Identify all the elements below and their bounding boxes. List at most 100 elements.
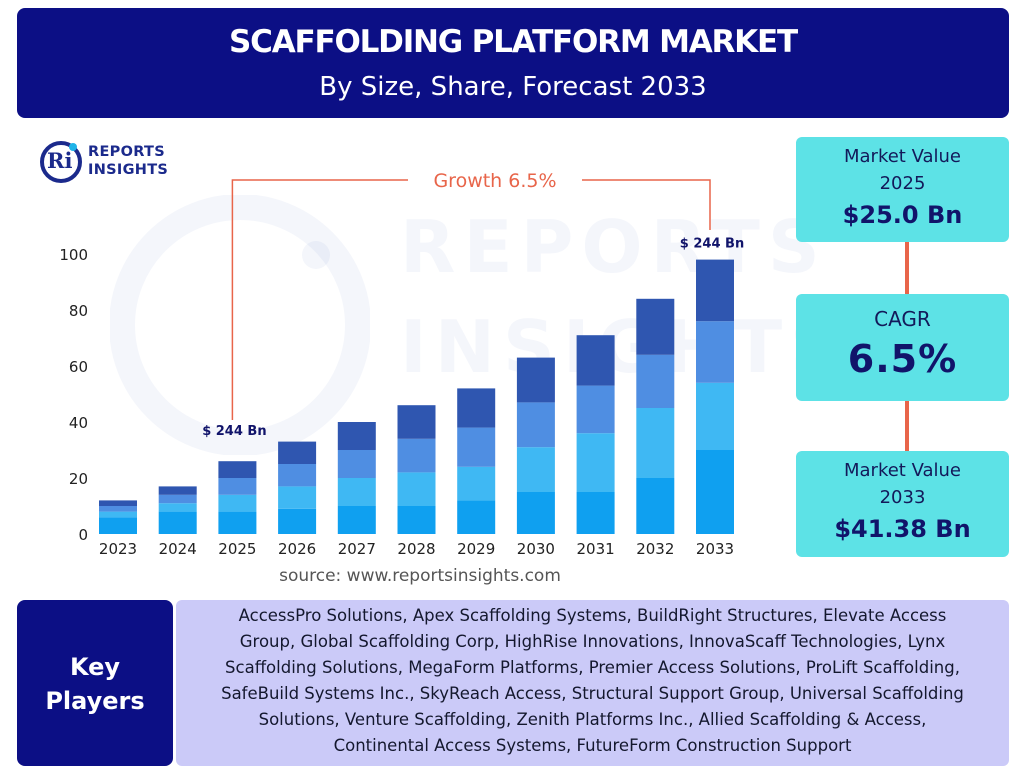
bar-segment (218, 494, 257, 512)
bar-segment (337, 422, 376, 450)
bar-segment (278, 441, 317, 464)
bar-segment (636, 408, 675, 478)
logo-text-line2: INSIGHTS (88, 162, 169, 178)
x-tick-label: 2030 (517, 540, 555, 558)
y-tick-label: 20 (69, 470, 88, 488)
kpi-connector-top (905, 242, 909, 294)
bar-segment (397, 405, 436, 439)
y-tick-label: 40 (69, 414, 88, 432)
brand-logo: Ri REPORTS INSIGHTS (38, 138, 178, 186)
x-tick-label: 2032 (636, 540, 674, 558)
key-players-line: SafeBuild Systems Inc., SkyReach Access,… (221, 684, 964, 703)
key-players-label-line1: Key (69, 653, 121, 681)
bar-segment (516, 357, 555, 403)
bracket-line-right (582, 179, 711, 230)
bar-segment (158, 486, 197, 495)
bar-segment (636, 298, 675, 355)
x-tick-label: 2027 (338, 540, 376, 558)
bar-segment (337, 478, 376, 506)
bracket-line-left (231, 179, 408, 420)
bar-segment (696, 321, 734, 383)
key-players-label: Key Players (17, 600, 173, 766)
value-annotation: $ 244 Bn (202, 424, 266, 439)
bar-segment (397, 506, 436, 534)
kpi-cagr-value: 6.5% (847, 337, 958, 381)
bar-segment (99, 506, 137, 512)
value-annotation: $ 244 Bn (680, 237, 744, 252)
bar-segment (576, 335, 615, 386)
bar-segment (576, 492, 615, 534)
bar-segment (278, 486, 317, 509)
bar-segment (457, 500, 496, 534)
bar-segment (457, 466, 496, 501)
kpi-cagr-label: CAGR (874, 307, 931, 331)
header-banner: SCAFFOLDING PLATFORM MARKET By Size, Sha… (17, 8, 1009, 118)
logo-text-line1: REPORTS (88, 144, 165, 160)
kpi-cagr: CAGR 6.5% (796, 294, 1009, 401)
bar-segment (278, 464, 317, 487)
bar-segment (457, 388, 496, 428)
bar-segment (397, 472, 436, 506)
watermark-logo-icon (110, 195, 370, 455)
key-players-line: Continental Access Systems, FutureForm C… (333, 736, 852, 755)
bar-segment (158, 494, 197, 504)
page-subtitle: By Size, Share, Forecast 2033 (319, 72, 707, 102)
x-tick-label: 2029 (457, 540, 495, 558)
bar-segment (516, 492, 555, 534)
kpi-market-value-2025: Market Value 2025 $25.0 Bn (796, 137, 1009, 242)
source-note: source: www.reportsinsights.com (279, 566, 561, 586)
bar-segment (576, 385, 615, 434)
key-players-line: Group, Global Scaffolding Corp, HighRise… (239, 632, 946, 651)
bar-segment (696, 450, 734, 534)
x-tick-label: 2025 (218, 540, 256, 558)
key-players-line: AccessPro Solutions, Apex Scaffolding Sy… (238, 606, 947, 625)
x-tick-label: 2033 (696, 540, 734, 558)
bar-segment (696, 382, 734, 450)
logo-ri-icon (40, 141, 82, 183)
bar-segment (218, 461, 257, 478)
x-tick-label: 2026 (278, 540, 316, 558)
y-tick-label: 60 (69, 358, 88, 376)
annotations: $ 244 Bn $ 244 Bn (202, 237, 744, 440)
y-tick-label: 100 (59, 246, 88, 264)
bar-segment (218, 478, 257, 495)
bar-segment (696, 259, 734, 322)
bar-segment (337, 506, 376, 534)
x-tick-label: 2028 (397, 540, 435, 558)
page-title: SCAFFOLDING PLATFORM MARKET (229, 24, 798, 60)
growth-label: Growth 6.5% (433, 170, 556, 192)
bar-segment (397, 438, 436, 473)
kpi-connector-bottom (905, 401, 909, 451)
bar-segment (278, 508, 317, 534)
bars-group (99, 259, 734, 534)
key-players-list: AccessPro Solutions, Apex Scaffolding Sy… (176, 600, 1009, 766)
bar-segment (99, 511, 137, 518)
bar-segment (99, 517, 137, 534)
bar-segment (158, 503, 197, 512)
bar-segment (636, 478, 675, 534)
bar-segment (99, 500, 137, 506)
bar-segment (516, 447, 555, 492)
y-tick-label: 0 (78, 526, 88, 544)
kpi-2033-value: $41.38 Bn (834, 515, 971, 543)
bar-segment (516, 402, 555, 448)
bar-segment (457, 427, 496, 467)
y-axis-ticks: 0 20 40 60 80 100 (59, 246, 88, 544)
key-players-line: Solutions, Venture Scaffolding, Zenith P… (258, 710, 927, 729)
x-tick-label: 2031 (577, 540, 615, 558)
kpi-2025-label: Market Value (843, 146, 962, 167)
y-tick-label: 80 (69, 302, 88, 320)
kpi-2033-label: Market Value (843, 460, 962, 481)
bar-segment (218, 511, 257, 534)
bar-segment (576, 433, 615, 492)
logo-mark: Ri (47, 148, 73, 173)
key-players-line: Scaffolding Solutions, MegaForm Platform… (225, 658, 960, 677)
key-players-label-line2: Players (45, 687, 145, 715)
growth-bracket: Growth 6.5% (231, 170, 711, 420)
bar-segment (158, 511, 197, 534)
kpi-2025-value: $25.0 Bn (842, 201, 963, 229)
bar-segment (337, 450, 376, 478)
kpi-market-value-2033: Market Value 2033 $41.38 Bn (796, 451, 1009, 557)
kpi-2033-year: 2033 (879, 487, 926, 508)
